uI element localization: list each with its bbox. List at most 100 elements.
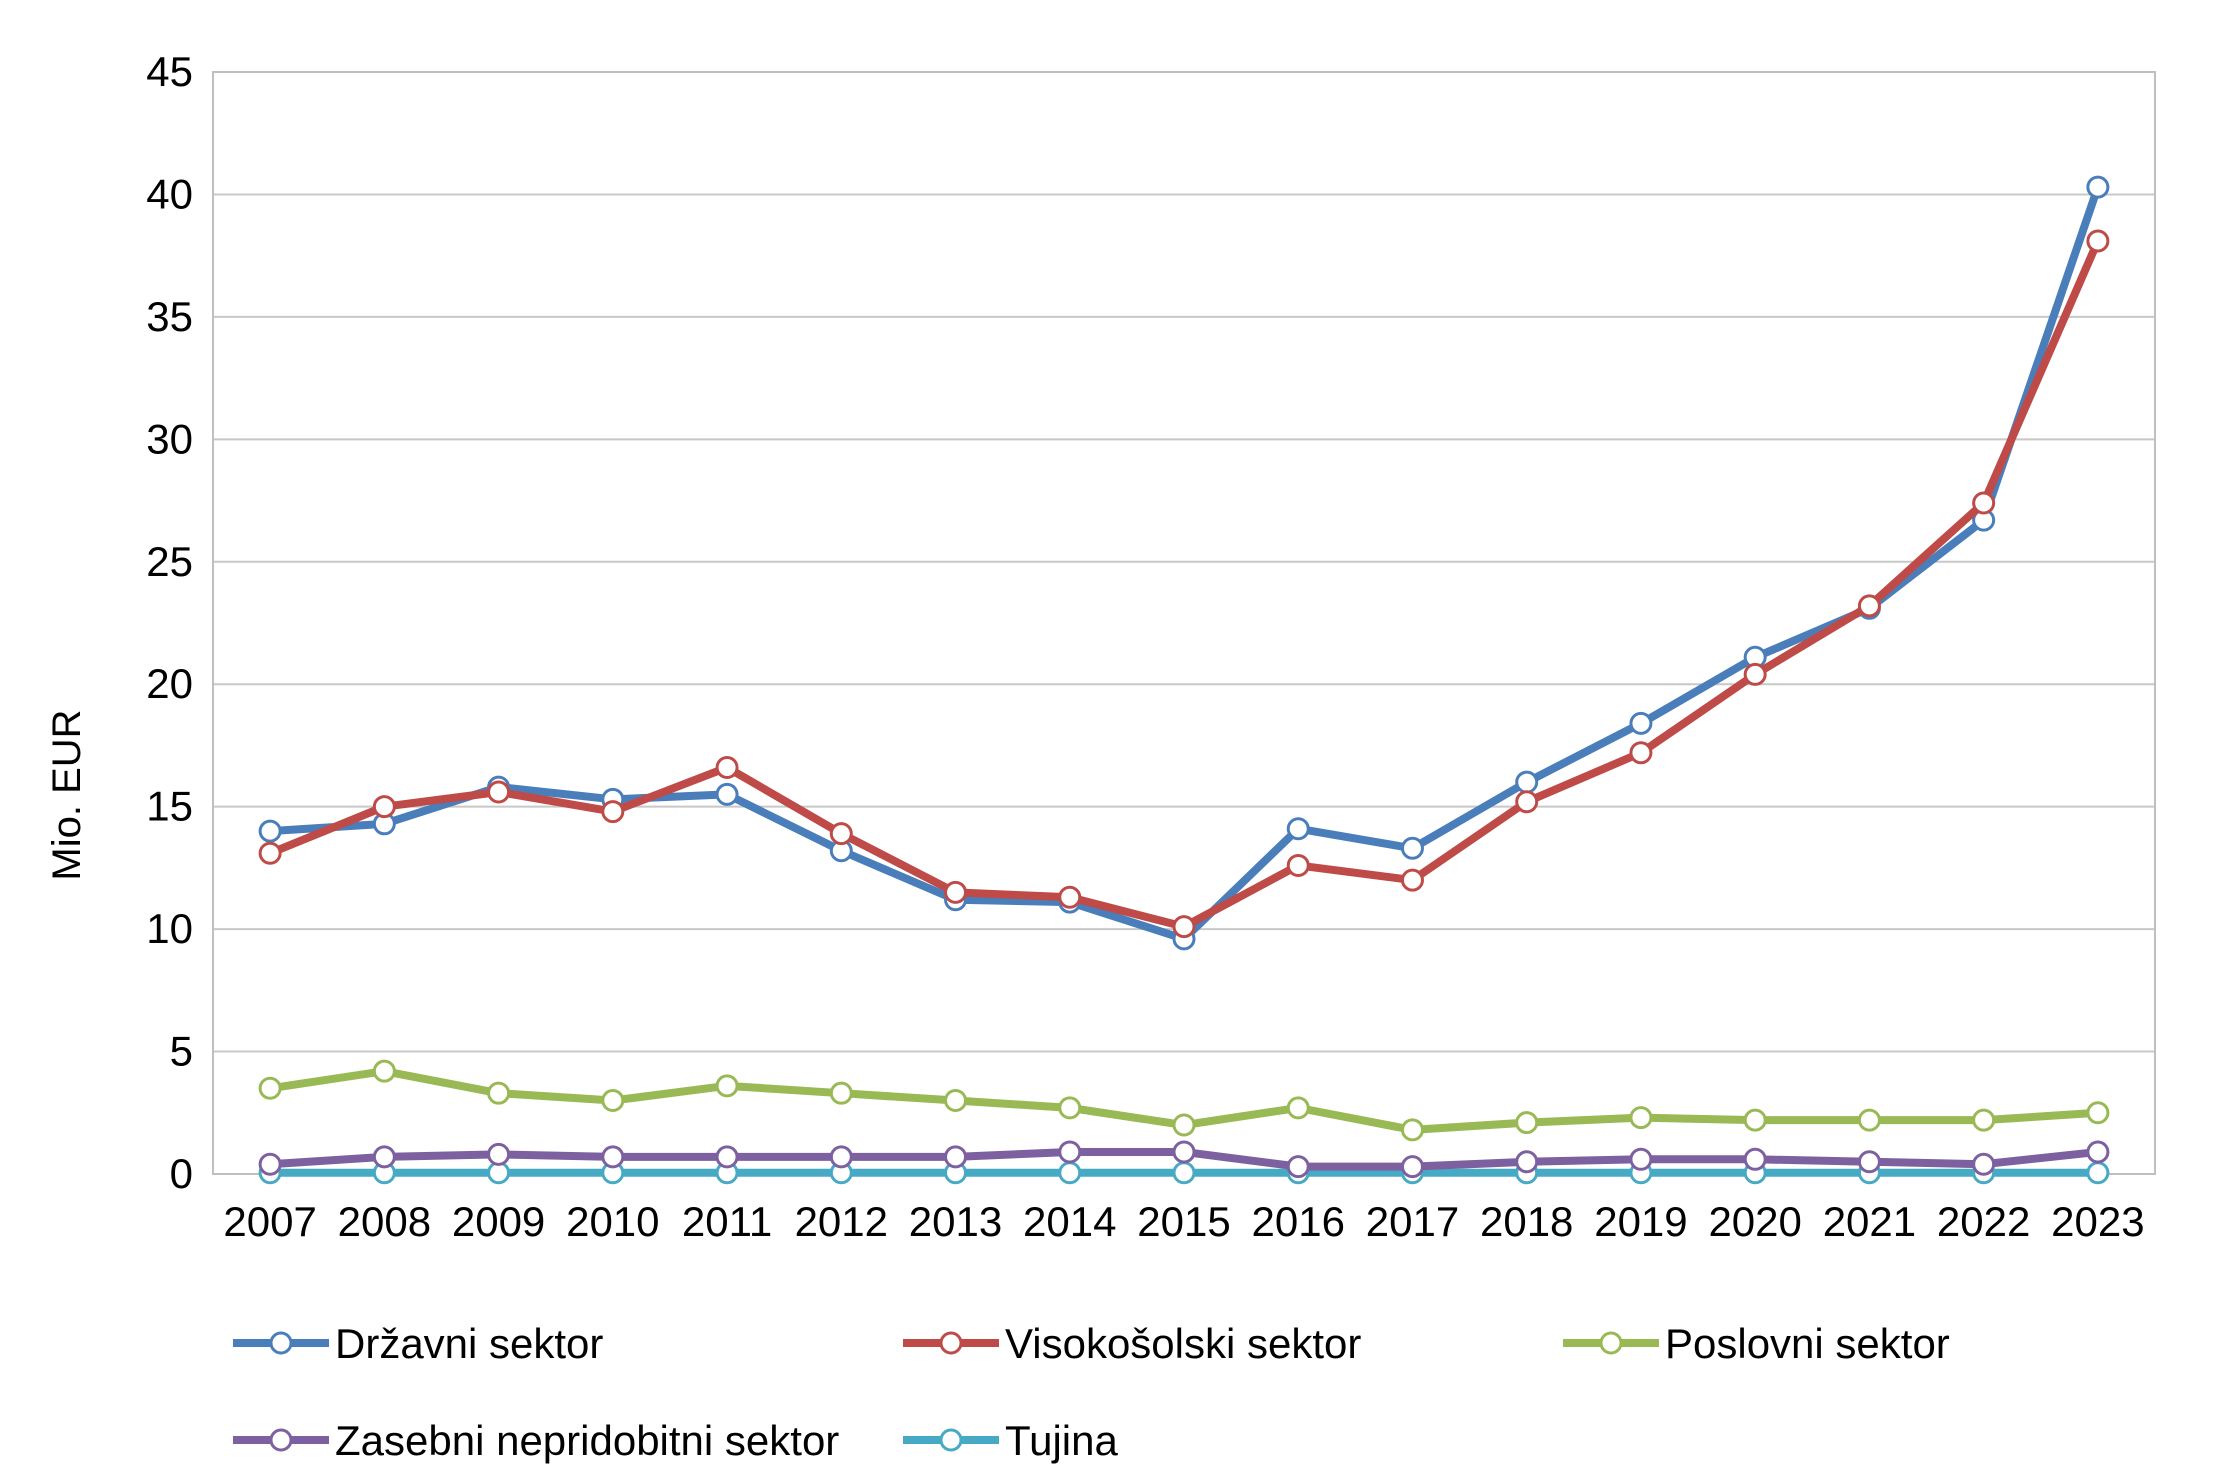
series-2	[258, 1059, 2110, 1142]
data-point	[1058, 885, 1082, 909]
data-point	[1743, 662, 1767, 686]
data-point	[715, 782, 739, 806]
data-point	[372, 1145, 396, 1169]
series-1	[258, 229, 2110, 939]
data-point	[601, 1089, 625, 1113]
x-tick-label: 2014	[1023, 1198, 1116, 1245]
y-tick-label: 20	[146, 660, 193, 707]
data-point	[2086, 1161, 2110, 1185]
legend-label: Zasebni nepridobitni sektor	[335, 1417, 839, 1464]
data-point	[944, 1145, 968, 1169]
x-tick-label: 2023	[2051, 1198, 2144, 1245]
y-tick-label: 0	[170, 1150, 193, 1197]
data-point	[829, 1145, 853, 1169]
plot-area-border	[212, 71, 2156, 1175]
x-tick-label: 2015	[1137, 1198, 1230, 1245]
data-point	[1286, 853, 1310, 877]
data-point	[1972, 491, 1996, 515]
x-tick-label: 2017	[1366, 1198, 1459, 1245]
series-lines	[258, 175, 2110, 1185]
legend-item: Tujina	[903, 1417, 1118, 1464]
data-point	[1400, 1118, 1424, 1142]
x-tick-label: 2011	[682, 1198, 772, 1245]
legend-label: Državni sektor	[335, 1320, 603, 1367]
legend-swatch-marker	[939, 1331, 963, 1355]
data-point	[1743, 1147, 1767, 1171]
data-point	[372, 1059, 396, 1083]
series-0	[258, 175, 2110, 951]
data-point	[372, 795, 396, 819]
y-tick-label: 25	[146, 538, 193, 585]
x-tick-label: 2010	[566, 1198, 659, 1245]
legend-item: Visokošolski sektor	[903, 1320, 1361, 1367]
x-tick-labels: 2007 2008 2009 2010 2011 2012 2013 2014 2015 2016…	[223, 1198, 2144, 1245]
data-point	[715, 1145, 739, 1169]
data-point	[487, 1142, 511, 1166]
data-point	[2086, 1101, 2110, 1125]
data-point	[2086, 229, 2110, 253]
data-point	[944, 880, 968, 904]
data-point	[1857, 1108, 1881, 1132]
y-tick-label: 40	[146, 170, 193, 217]
data-point	[1172, 1140, 1196, 1164]
y-tick-labels: 0 5 10 15 20 25 30 35 40 45	[146, 48, 193, 1197]
data-point	[829, 1081, 853, 1105]
data-point	[258, 819, 282, 843]
legend-swatch-marker	[269, 1331, 293, 1355]
data-point	[2086, 1140, 2110, 1164]
data-point	[1629, 741, 1653, 765]
data-point	[258, 1076, 282, 1100]
y-axis-title: Mio. EUR	[45, 709, 89, 880]
data-point	[1400, 1155, 1424, 1179]
legend-swatch-marker	[1599, 1331, 1623, 1355]
data-point	[1743, 1108, 1767, 1132]
series-line	[266, 236, 2102, 931]
data-point	[601, 1145, 625, 1169]
x-tick-label: 2021	[1823, 1198, 1916, 1245]
data-point	[1515, 1150, 1539, 1174]
series-line	[266, 183, 2102, 943]
legend-item: Zasebni nepridobitni sektor	[233, 1417, 839, 1464]
x-tick-label: 2012	[795, 1198, 888, 1245]
x-tick-label: 2020	[1708, 1198, 1801, 1245]
data-point	[1972, 1152, 1996, 1176]
x-tick-label: 2007	[223, 1198, 316, 1245]
data-point	[1400, 836, 1424, 860]
gridlines	[213, 193, 2155, 1053]
legend-label: Visokošolski sektor	[1005, 1320, 1361, 1367]
legend-swatch-marker	[269, 1428, 293, 1452]
legend-item: Državni sektor	[233, 1320, 603, 1367]
data-point	[1629, 711, 1653, 735]
x-tick-label: 2016	[1252, 1198, 1345, 1245]
data-point	[1400, 868, 1424, 892]
y-tick-label: 15	[146, 783, 193, 830]
data-point	[715, 755, 739, 779]
y-tick-label: 30	[146, 415, 193, 462]
x-tick-label: 2008	[338, 1198, 431, 1245]
x-tick-label: 2009	[452, 1198, 545, 1245]
data-point	[601, 800, 625, 824]
data-point	[944, 1089, 968, 1113]
data-point	[1172, 1161, 1196, 1185]
data-point	[1286, 817, 1310, 841]
data-point	[1058, 1096, 1082, 1120]
data-point	[2086, 175, 2110, 199]
legend: Državni sektor Visokošolski sektor Poslovn…	[233, 1320, 1950, 1464]
data-point	[1286, 1096, 1310, 1120]
y-tick-label: 35	[146, 293, 193, 340]
data-point	[487, 780, 511, 804]
data-point	[1629, 1106, 1653, 1130]
x-tick-label: 2013	[909, 1198, 1002, 1245]
x-tick-label: 2018	[1480, 1198, 1573, 1245]
series-4	[258, 1161, 2110, 1185]
data-point	[258, 1152, 282, 1176]
data-point	[487, 1081, 511, 1105]
legend-item: Poslovni sektor	[1563, 1320, 1950, 1367]
legend-label: Tujina	[1005, 1417, 1118, 1464]
data-point	[1857, 1150, 1881, 1174]
data-point	[1515, 790, 1539, 814]
data-point	[1058, 1140, 1082, 1164]
data-point	[1058, 1161, 1082, 1185]
